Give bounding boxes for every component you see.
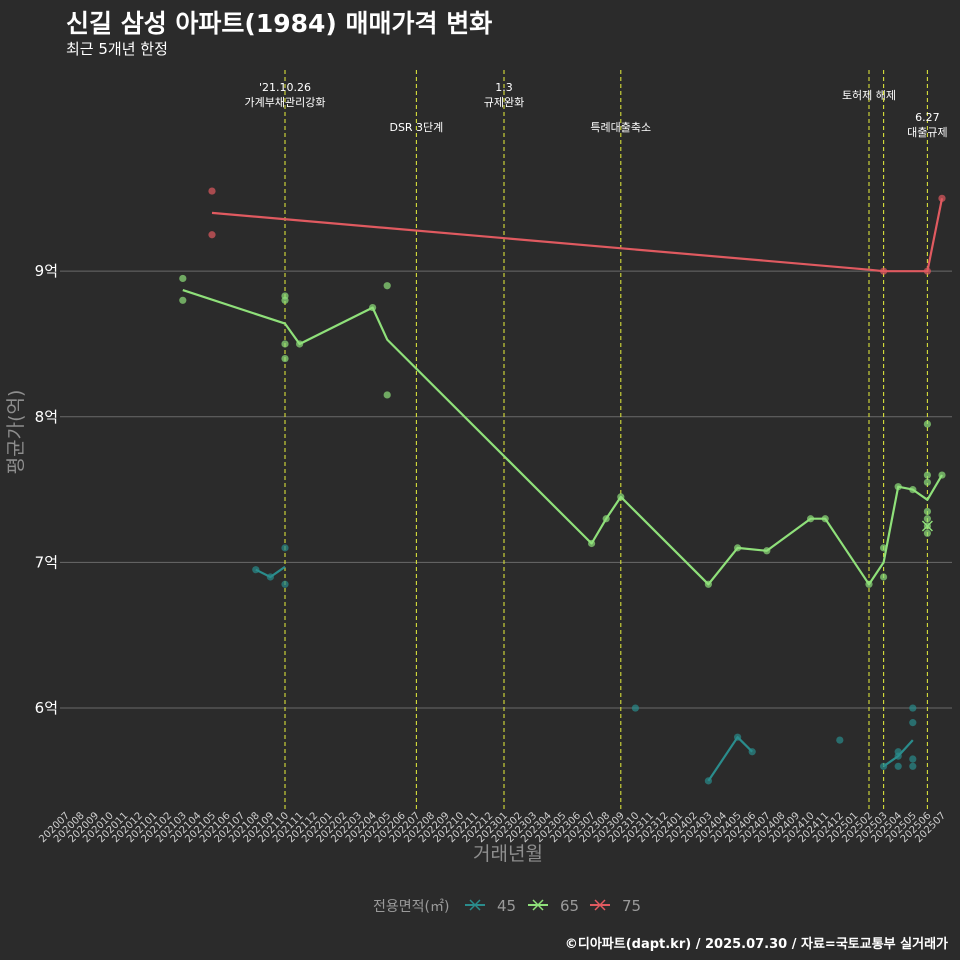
series-line — [211, 198, 944, 273]
legend-label: 65 — [560, 897, 579, 915]
chart-subtitle: 최근 5개년 한정 — [66, 40, 168, 58]
data-point — [923, 420, 932, 428]
x-axis-title: 거래년월 — [473, 843, 543, 865]
y-tick-label: 6억 — [35, 699, 58, 717]
data-point — [909, 755, 917, 763]
chart-title: 신길 삼성 아파트(1984) 매매가격 변화 — [66, 9, 493, 38]
legend-item-75: 75 — [590, 897, 641, 915]
data-point — [208, 231, 216, 239]
data-point — [281, 354, 289, 363]
legend-item-65: 65 — [528, 897, 579, 915]
event-label: 대출규제 — [907, 126, 947, 139]
data-point — [281, 296, 289, 304]
legend-cross — [594, 899, 606, 911]
legend-label: 45 — [497, 897, 516, 915]
data-point — [923, 471, 932, 479]
data-point — [208, 187, 216, 195]
legend-title: 전용면적(㎡) — [373, 899, 449, 915]
y-axis-title: 평균가(억) — [5, 390, 27, 475]
data-point — [923, 507, 932, 516]
cross-stroke — [921, 520, 933, 532]
y-tick-label: 9억 — [35, 262, 58, 280]
series-line — [182, 289, 943, 586]
marker-cross — [921, 520, 933, 532]
data-point — [836, 736, 844, 744]
legend-cross — [469, 899, 481, 911]
event-label: 1.3 — [495, 81, 513, 94]
legend: 전용면적(㎡) 45 65 75 — [373, 897, 641, 915]
event-label: DSR 3단계 — [389, 121, 443, 134]
series-line — [882, 739, 914, 768]
y-axis-ticks: 6억 7억 8억 9억 — [35, 262, 58, 717]
data-point — [923, 529, 932, 537]
data-point — [894, 762, 902, 770]
series-65 — [179, 274, 946, 588]
series-layer — [179, 187, 946, 785]
series-75 — [208, 187, 946, 275]
data-point — [880, 573, 888, 581]
data-point — [923, 515, 932, 523]
data-point — [909, 704, 917, 712]
x-axis-ticks: 2020072020082020092020102020112020122021… — [37, 810, 948, 845]
series-line — [707, 736, 753, 782]
data-point — [383, 282, 391, 290]
event-label: 6.27 — [915, 111, 940, 124]
data-point — [281, 580, 289, 588]
event-label: 토허제 해제 — [842, 88, 896, 102]
event-label: '21.10.26 — [259, 81, 311, 94]
data-point — [179, 296, 187, 304]
event-label: 가계부채관리강화 — [245, 96, 326, 109]
y-tick-label: 8억 — [35, 408, 58, 426]
data-point — [923, 478, 932, 486]
series-45 — [252, 544, 917, 785]
data-point — [281, 340, 289, 348]
data-point — [281, 544, 289, 552]
data-point — [909, 762, 917, 770]
data-point — [179, 274, 187, 283]
footer-credit: ©디아파트(dapt.kr) / 2025.07.30 / 자료=국토교통부 실… — [564, 937, 948, 952]
grid-lines — [60, 270, 952, 709]
event-label: 특례대출축소 — [590, 121, 651, 134]
legend-label: 75 — [622, 897, 641, 915]
data-point — [631, 704, 640, 712]
series-line — [255, 565, 286, 579]
data-point — [383, 391, 391, 399]
legend-cross — [532, 899, 544, 911]
legend-item-45: 45 — [465, 897, 516, 915]
y-tick-label: 7억 — [35, 553, 58, 571]
event-label: 규제완화 — [484, 96, 524, 109]
data-point — [909, 719, 917, 727]
